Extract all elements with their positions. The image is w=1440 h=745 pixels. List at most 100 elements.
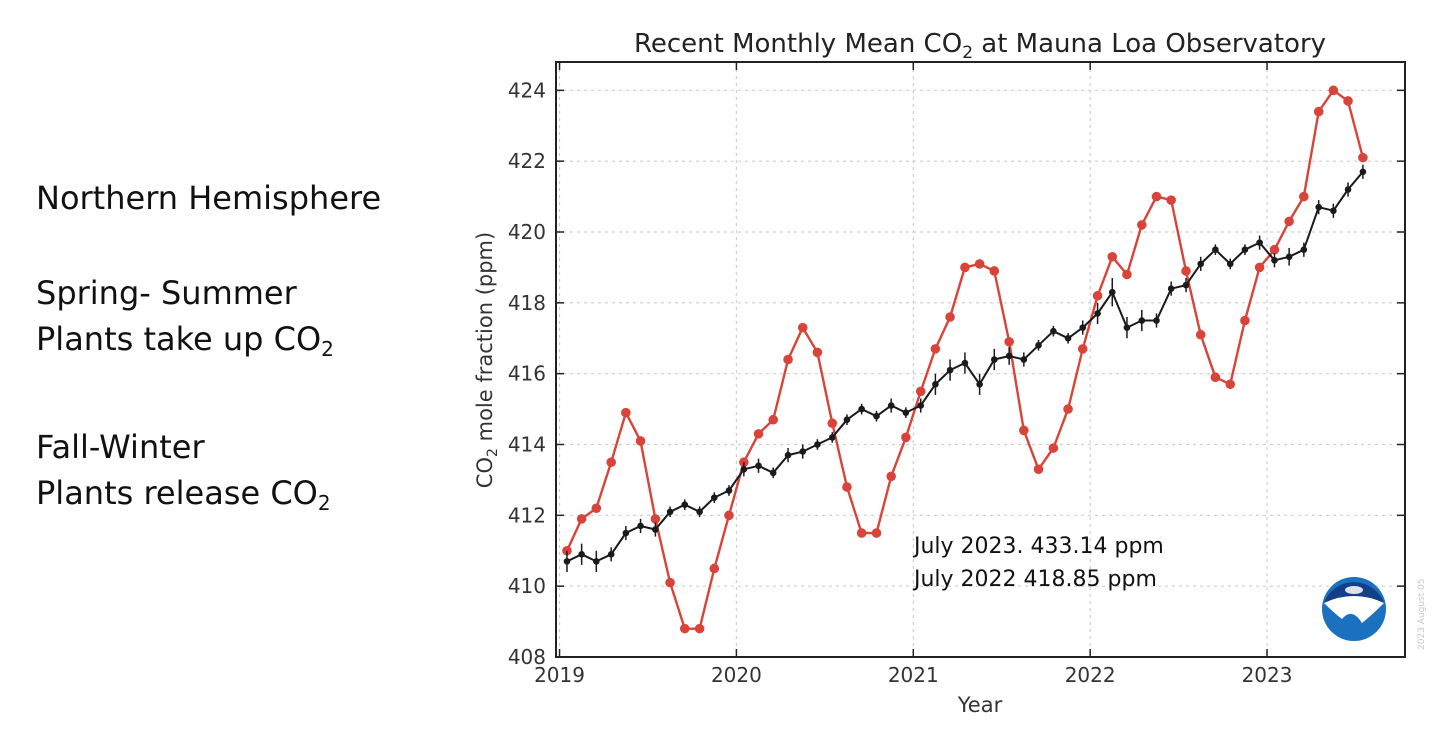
monthly-mean-point bbox=[1210, 372, 1221, 383]
fall-block: Fall-Winter Plants release CO2 bbox=[36, 424, 331, 526]
trend-point bbox=[1344, 186, 1352, 193]
monthly-mean-point bbox=[650, 514, 661, 524]
chart-title: Recent Monthly Mean CO2 at Mauna Loa Obs… bbox=[634, 29, 1326, 63]
monthly-mean-point bbox=[901, 432, 911, 443]
spring-line1: Spring- Summer bbox=[36, 274, 297, 312]
monthly-mean-point bbox=[827, 418, 838, 429]
trend-point bbox=[1241, 246, 1249, 254]
trend-point bbox=[1315, 203, 1322, 211]
trend-point bbox=[843, 416, 851, 424]
monthly-mean-point bbox=[606, 457, 616, 468]
trend-point bbox=[917, 402, 925, 409]
trend-point bbox=[637, 522, 644, 530]
monthly-mean-point bbox=[1254, 262, 1265, 273]
trend-point bbox=[755, 462, 762, 470]
x-axis-label: Year bbox=[957, 693, 1003, 717]
trend-point bbox=[652, 526, 659, 533]
annotation-line1: July 2023. 433.14 ppm bbox=[912, 534, 1164, 559]
trend-point bbox=[666, 508, 674, 516]
monthly-mean-point bbox=[1328, 85, 1339, 96]
monthly-mean-point bbox=[724, 510, 734, 521]
monthly-mean-point bbox=[1284, 216, 1294, 227]
fall-line2-text: Plants release CO bbox=[36, 474, 318, 512]
monthly-mean-point bbox=[1225, 379, 1236, 390]
trend-point bbox=[1123, 324, 1131, 331]
trend-point bbox=[769, 469, 777, 477]
monthly-mean-point bbox=[1077, 344, 1088, 354]
y-tick-label: 408 bbox=[508, 645, 546, 669]
monthly-mean-point bbox=[1195, 329, 1206, 340]
monthly-mean-point bbox=[679, 623, 690, 634]
spring-line2-text: Plants take up CO bbox=[36, 320, 322, 358]
monthly-mean-point bbox=[694, 623, 705, 634]
trend-point bbox=[1212, 246, 1219, 254]
monthly-mean-point bbox=[1092, 290, 1103, 301]
monthly-mean-point bbox=[1033, 464, 1044, 475]
monthly-mean-point bbox=[1181, 266, 1191, 276]
side-heading-text: Northern Hemisphere bbox=[36, 179, 382, 217]
trend-point bbox=[622, 529, 630, 537]
monthly-mean-point bbox=[1122, 269, 1132, 280]
y-tick-label: 422 bbox=[508, 149, 546, 173]
trend-point bbox=[1300, 246, 1308, 254]
y-tick-label: 410 bbox=[508, 574, 546, 598]
trend-point bbox=[1094, 310, 1101, 317]
side-heading: Northern Hemisphere bbox=[36, 175, 381, 221]
trend-point bbox=[961, 359, 969, 367]
axes: 408 410 412 414 416 418 420 422 424 2019 2020 2021 2… bbox=[508, 62, 1405, 687]
monthly-mean-point bbox=[871, 528, 882, 538]
monthly-mean-point bbox=[665, 577, 675, 588]
trend-point bbox=[607, 550, 615, 558]
monthly-mean-point bbox=[1137, 220, 1147, 230]
monthly-mean-point bbox=[709, 563, 720, 574]
monthly-mean-point bbox=[1313, 106, 1324, 117]
y-tick-label: 414 bbox=[508, 433, 546, 457]
trend-point bbox=[593, 558, 600, 565]
trend-point bbox=[799, 448, 807, 455]
monthly-mean-point bbox=[945, 312, 955, 322]
monthly-mean-point bbox=[1151, 191, 1162, 202]
trend-point bbox=[1285, 253, 1293, 261]
trend-point bbox=[828, 434, 836, 441]
monthly-mean-point bbox=[1240, 315, 1250, 326]
annotation-line2: July 2022 418.85 ppm bbox=[912, 567, 1157, 592]
trend-point bbox=[1020, 356, 1028, 363]
y-tick-label: 418 bbox=[508, 291, 546, 315]
watermark: 2023 August 05 bbox=[1417, 578, 1427, 650]
monthly-mean-point bbox=[1048, 443, 1059, 453]
monthly-mean-point bbox=[886, 471, 896, 482]
monthly-mean-point bbox=[1107, 251, 1118, 262]
trend-point bbox=[1138, 317, 1146, 324]
trend-point bbox=[858, 405, 865, 413]
trend-point bbox=[902, 409, 910, 416]
trend-point bbox=[1108, 288, 1116, 296]
trend-point bbox=[1182, 281, 1190, 289]
monthly-mean-point bbox=[856, 528, 867, 538]
monthly-mean-point bbox=[812, 347, 823, 358]
y-tick-label: 424 bbox=[508, 78, 546, 102]
monthly-mean-point bbox=[1358, 152, 1368, 163]
monthly-mean-point bbox=[1269, 244, 1280, 255]
trend-point bbox=[1005, 352, 1013, 360]
trend-point bbox=[932, 380, 939, 388]
spring-line2: Plants take up CO2 bbox=[36, 316, 334, 372]
monthly-mean-point bbox=[1019, 425, 1029, 436]
trend-point bbox=[578, 550, 585, 558]
trend-point bbox=[1226, 260, 1234, 268]
monthly-mean-point bbox=[753, 429, 764, 439]
noaa-logo bbox=[1322, 577, 1386, 641]
monthly-mean-point bbox=[1166, 195, 1176, 205]
trend-point bbox=[681, 501, 689, 509]
trend-point bbox=[725, 487, 733, 494]
monthly-mean-point bbox=[1299, 191, 1309, 202]
trend-point bbox=[976, 380, 983, 388]
monthly-mean-point bbox=[842, 482, 852, 492]
x-tick-label: 2022 bbox=[1065, 663, 1116, 687]
trend-point bbox=[1050, 327, 1057, 335]
trend-point bbox=[1079, 324, 1087, 331]
monthly-mean-point bbox=[1063, 404, 1073, 414]
fall-line2: Plants release CO2 bbox=[36, 470, 331, 526]
trend-point bbox=[814, 441, 821, 448]
trend-point bbox=[887, 402, 895, 409]
